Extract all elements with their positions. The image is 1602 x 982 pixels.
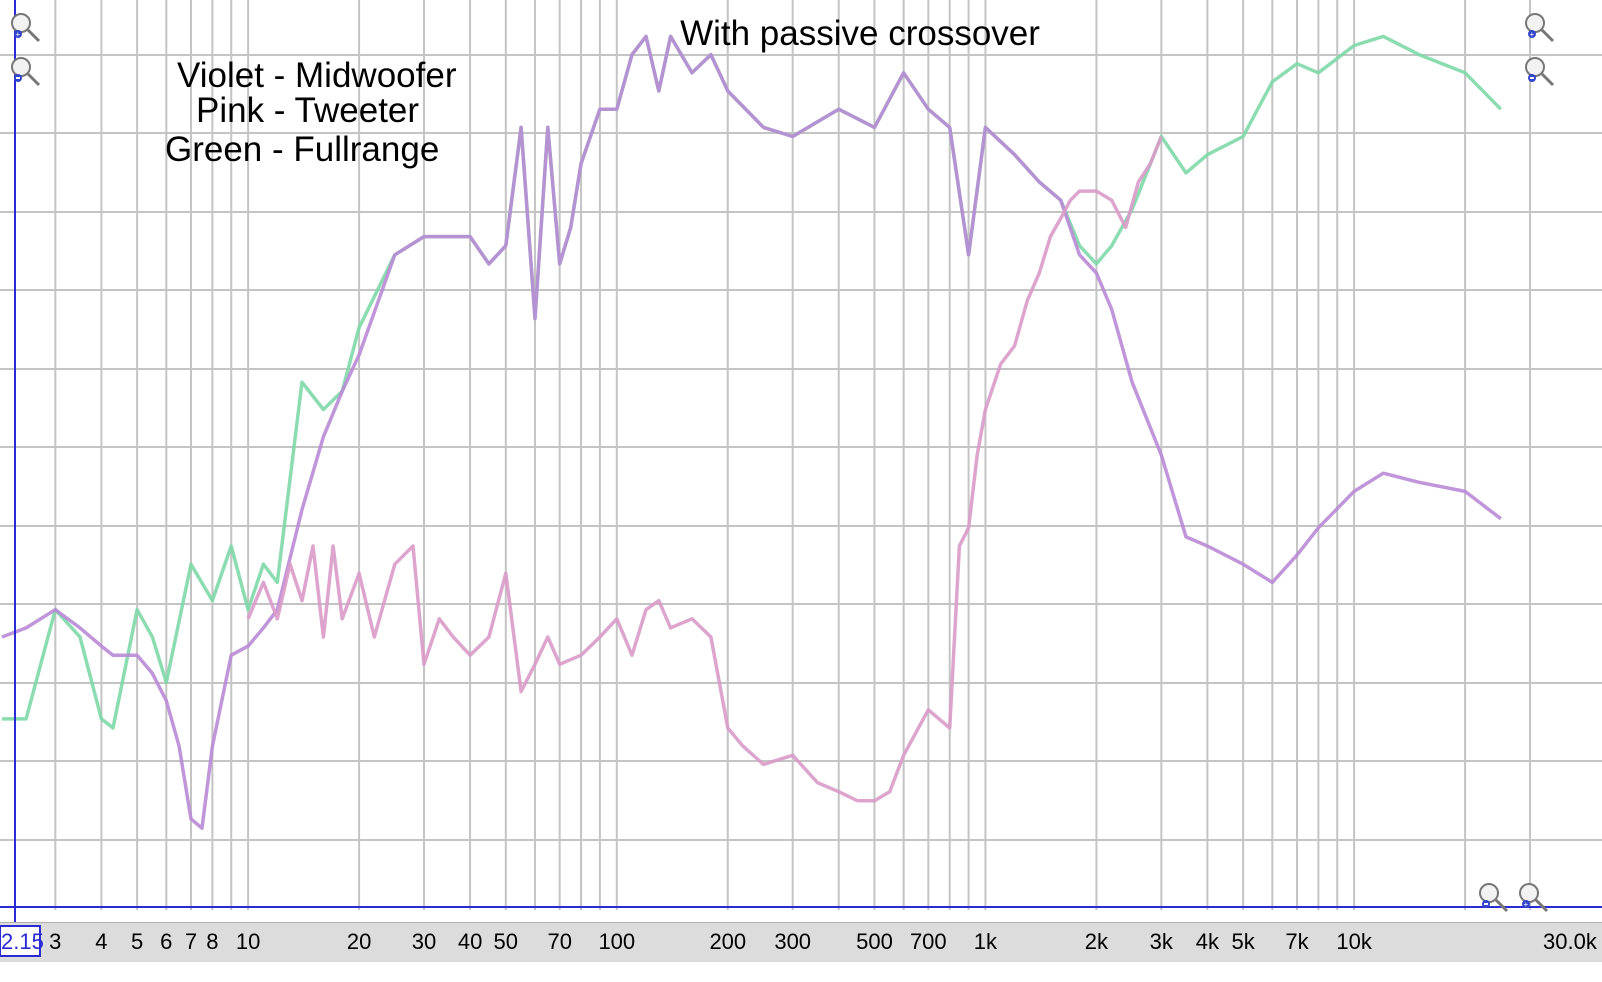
x-tick-label: 50 xyxy=(494,929,518,954)
legend-fullrange: Green - Fullrange xyxy=(165,130,440,169)
svg-text:+: + xyxy=(1530,30,1535,39)
x-tick-label: 30 xyxy=(412,929,436,954)
zoom-out-icon[interactable] xyxy=(8,54,42,88)
x-tick-label: 3 xyxy=(49,929,61,954)
x-tick-label: 4 xyxy=(95,929,107,954)
series-layer xyxy=(1,34,1503,830)
x-tick-label: 10k xyxy=(1336,929,1372,954)
x-tick-label: 5k xyxy=(1231,929,1255,954)
legend-tweeter: Pink - Tweeter xyxy=(196,91,420,130)
legend-midwoofer: Violet - Midwoofer xyxy=(177,56,457,95)
x-start-value: 2.15 xyxy=(1,929,44,954)
zoom-in-icon[interactable]: + xyxy=(1522,10,1556,44)
x-tick-label: 200 xyxy=(709,929,746,954)
chart-title: With passive crossover xyxy=(680,14,1040,53)
zoom-in-icon[interactable]: + xyxy=(1516,880,1550,914)
x-tick-label: 700 xyxy=(910,929,947,954)
vertical-gridlines xyxy=(54,0,1531,910)
x-tick-label: 100 xyxy=(598,929,635,954)
x-tick-label: 10 xyxy=(236,929,260,954)
x-axis-bar-bottom xyxy=(0,962,1602,982)
zoom-in-icon[interactable]: + xyxy=(8,10,42,44)
x-axis-bar xyxy=(0,922,1602,963)
series-line-tweeter xyxy=(246,135,1163,803)
x-end-label: 30.0k xyxy=(1543,929,1598,954)
x-tick-label: 70 xyxy=(547,929,571,954)
x-tick-label: 20 xyxy=(347,929,371,954)
x-tick-label: 7k xyxy=(1285,929,1309,954)
x-tick-label: 5 xyxy=(131,929,143,954)
x-tick-label: 300 xyxy=(774,929,811,954)
x-tick-labels: 3 4 5 6 7 8 10 20 30 40 50 70 100 200 300 500 700 1k 2k 3k 4… xyxy=(49,929,1373,954)
zoom-out-icon[interactable] xyxy=(1476,880,1510,914)
svg-text:+: + xyxy=(16,30,21,39)
x-tick-label: 500 xyxy=(856,929,893,954)
x-tick-label: 3k xyxy=(1150,929,1174,954)
x-tick-label: 7 xyxy=(185,929,197,954)
svg-text:+: + xyxy=(1524,900,1529,909)
x-tick-label: 6 xyxy=(160,929,172,954)
series-line-midwoofer xyxy=(1,34,1502,830)
x-tick-label: 40 xyxy=(458,929,482,954)
x-start-box[interactable] xyxy=(0,925,41,957)
x-tick-label: 8 xyxy=(206,929,218,954)
x-tick-label: 4k xyxy=(1196,929,1220,954)
horizontal-gridlines xyxy=(0,54,1602,841)
zoom-out-icon[interactable] xyxy=(1522,54,1556,88)
x-tick-label: 2k xyxy=(1085,929,1109,954)
x-tick-label: 1k xyxy=(974,929,998,954)
